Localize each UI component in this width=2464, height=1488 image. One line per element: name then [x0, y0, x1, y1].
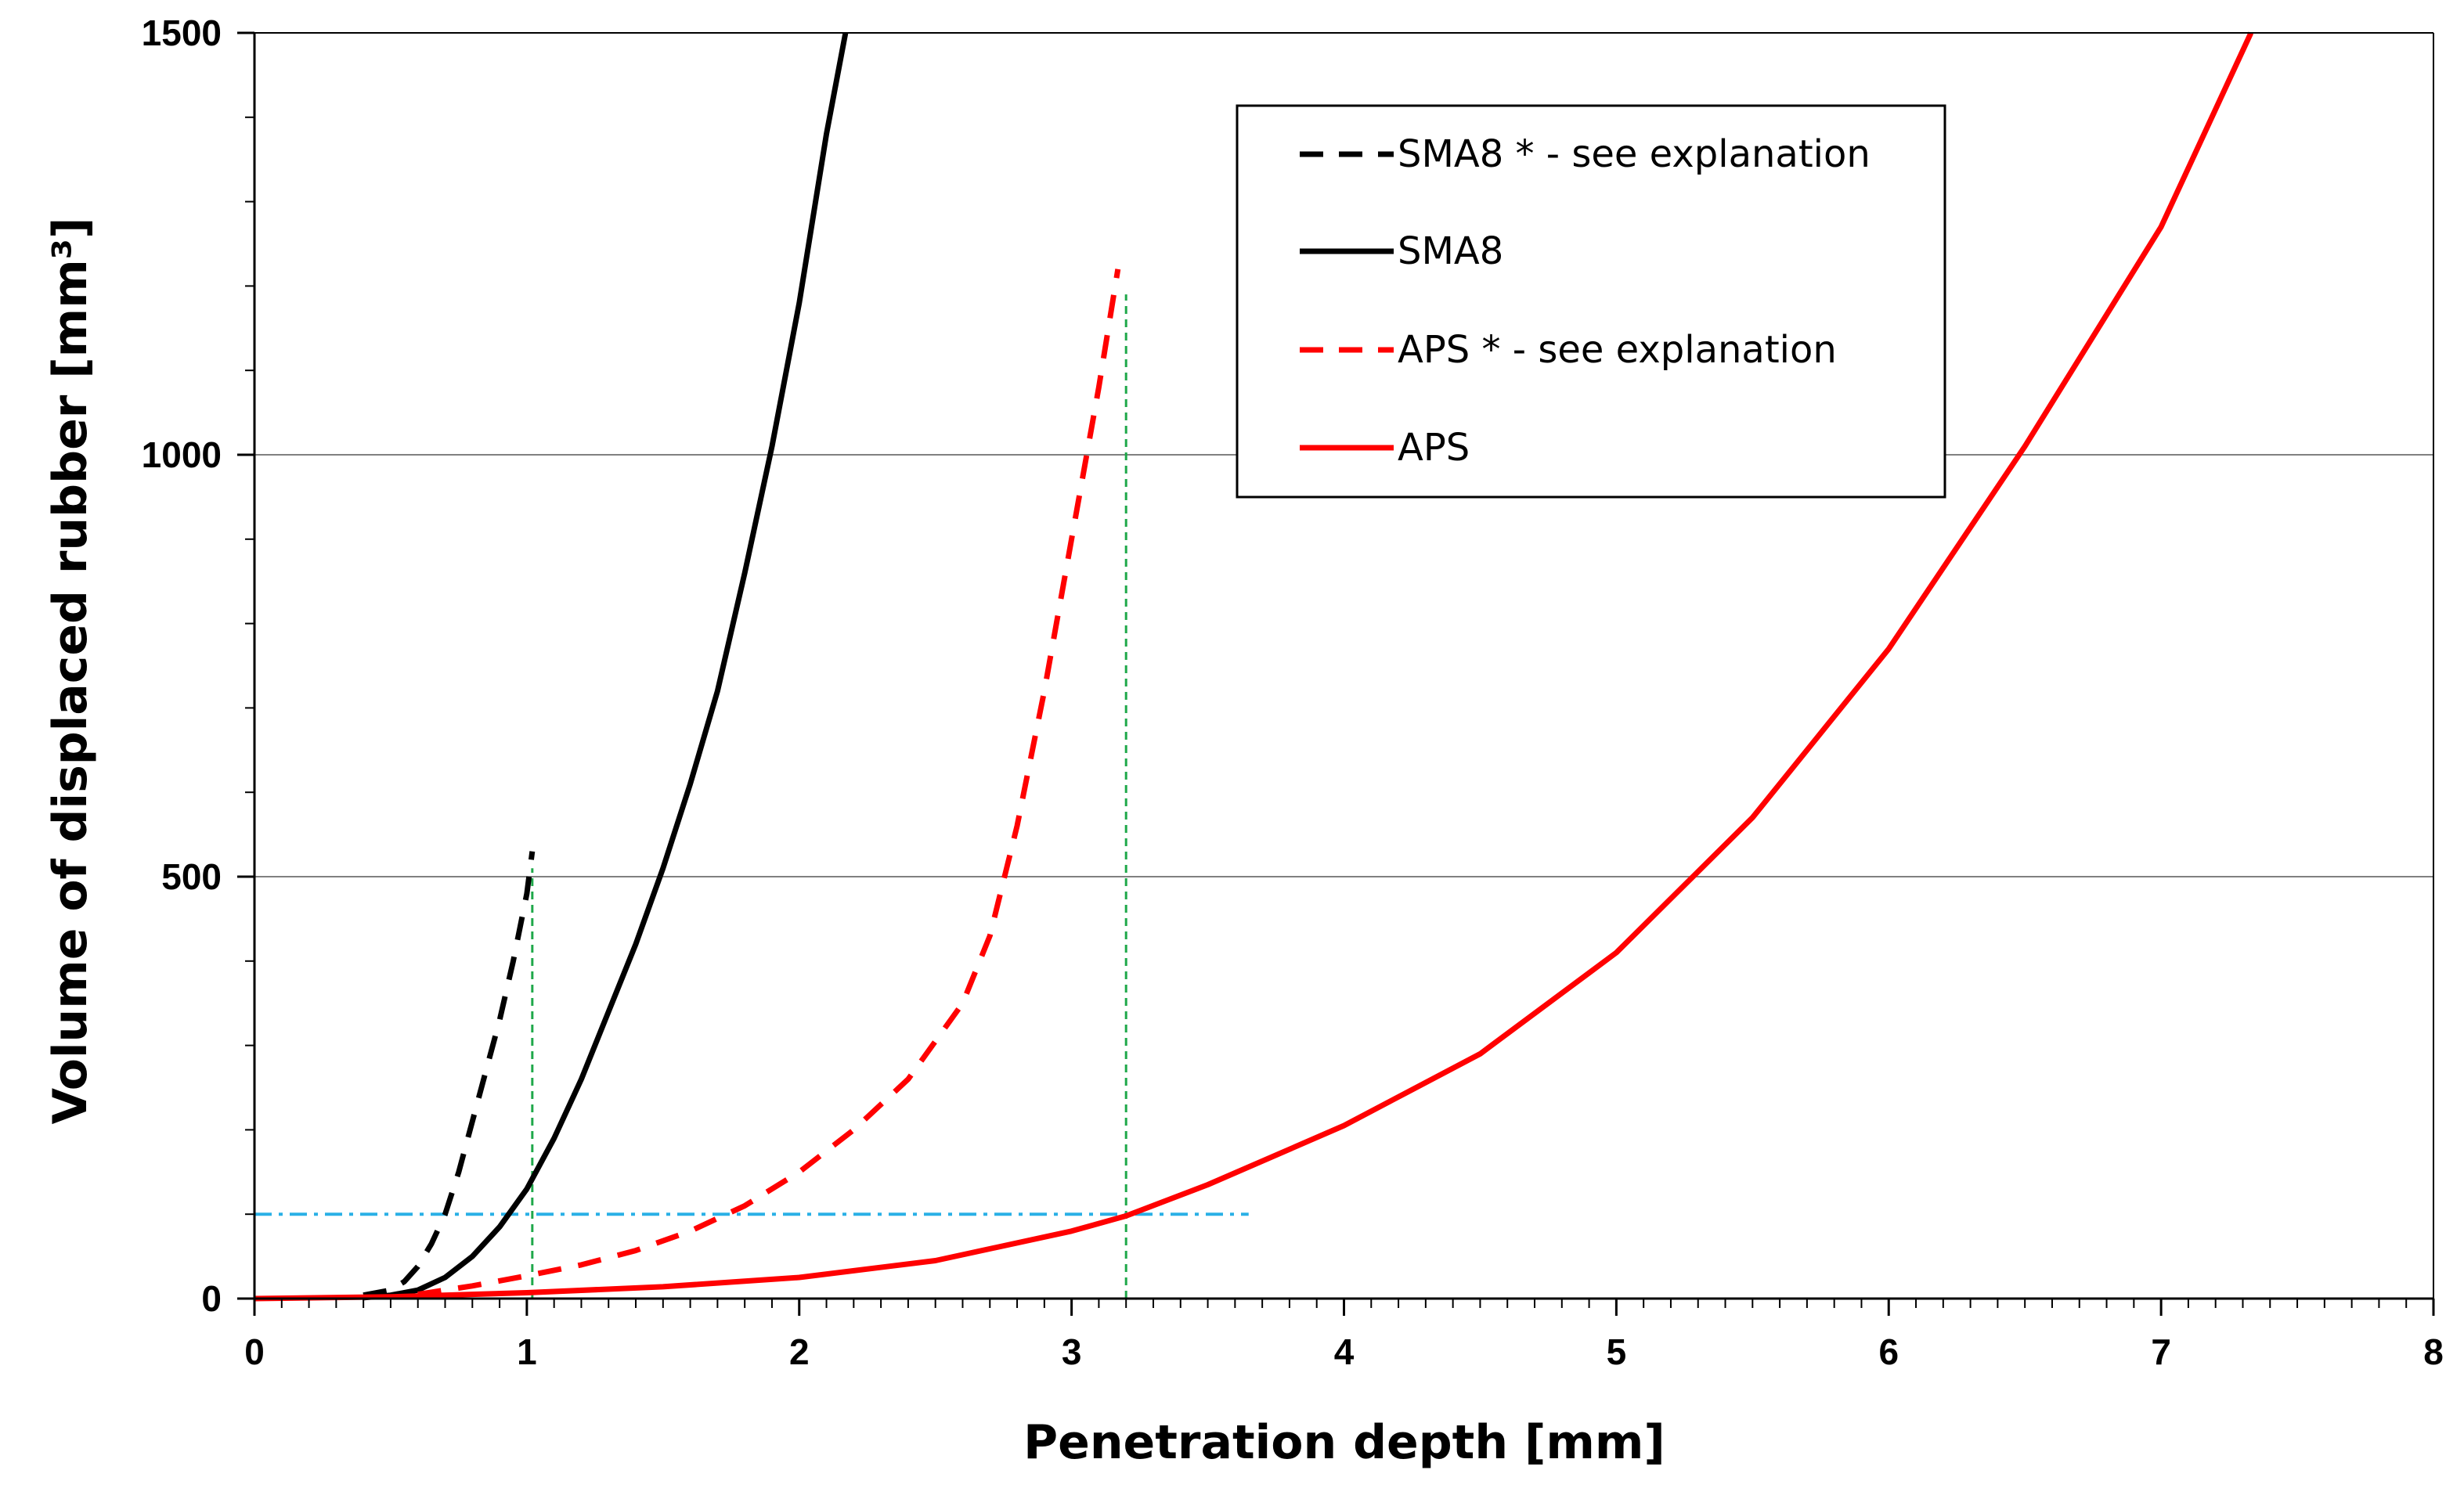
x-tick-label-7: 7 [2151, 1331, 2171, 1372]
annotation-layer [254, 294, 1249, 1299]
x-tick-label-2: 2 [789, 1331, 810, 1372]
x-axis-title: Penetration depth [mm] [1023, 1415, 1665, 1470]
legend-box [1236, 104, 1946, 499]
x-tick-label-0: 0 [244, 1331, 265, 1372]
x-tick-label-6: 6 [1878, 1331, 1899, 1372]
legend-label-aps: APS [1398, 426, 1470, 470]
x-tick-label-5: 5 [1607, 1331, 1627, 1372]
y-axis-title: Volume of displaced rubber [mm³] [43, 218, 98, 1125]
legend-label-sma8: SMA8 [1398, 229, 1503, 273]
axes-layer: 0 1 2 3 4 5 6 7 8 0 500 1000 1500 [142, 13, 2444, 1372]
x-tick-label-8: 8 [2423, 1331, 2444, 1372]
series-aps-line [254, 31, 2254, 1302]
series-aps-star-line [417, 268, 1121, 1298]
legend: SMA8 * - see explanation SMA8 APS * - se… [1236, 104, 1946, 499]
series-layer [254, 31, 2254, 1302]
y-tick-label-1500: 1500 [142, 13, 222, 53]
y-tick-label-1000: 1000 [142, 434, 222, 475]
legend-label-aps-star: APS * - see explanation [1398, 328, 1837, 372]
x-tick-label-4: 4 [1334, 1331, 1355, 1372]
series-sma8-line [363, 32, 849, 1301]
x-tick-label-1: 1 [517, 1331, 537, 1372]
x-tick-label-3: 3 [1062, 1331, 1082, 1372]
series-sma8-star-line [363, 851, 536, 1299]
y-tick-label-0: 0 [201, 1278, 222, 1319]
y-tick-label-500: 500 [161, 856, 222, 897]
legend-label-sma8-star: SMA8 * - see explanation [1398, 132, 1871, 176]
